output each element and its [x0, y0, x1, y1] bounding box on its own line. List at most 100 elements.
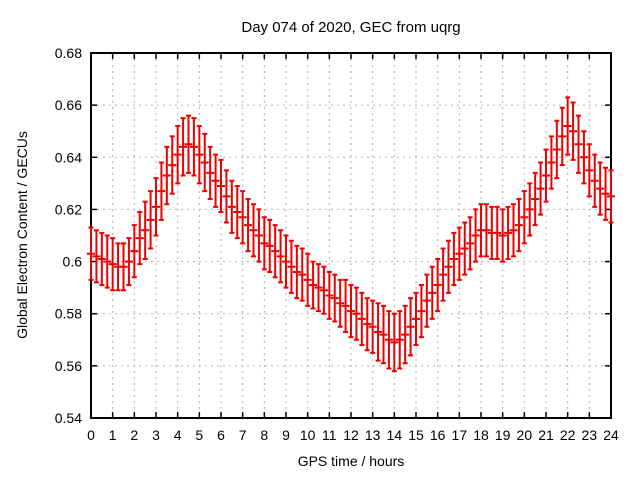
- error-bar: [124, 237, 133, 287]
- x-tick-label: 18: [473, 427, 489, 443]
- error-bar: [206, 145, 215, 200]
- error-bar: [514, 198, 523, 253]
- error-bar: [184, 114, 193, 174]
- error-bar: [238, 190, 247, 245]
- error-bar: [363, 297, 372, 352]
- error-bar: [244, 198, 253, 253]
- error-bar: [347, 284, 355, 339]
- error-bar: [152, 177, 160, 237]
- error-bar: [374, 302, 383, 362]
- error-bar: [531, 171, 540, 227]
- error-bar: [108, 237, 117, 292]
- error-bar: [341, 278, 350, 333]
- error-bar: [265, 218, 274, 273]
- error-bar: [130, 224, 139, 279]
- error-bar: [596, 161, 605, 216]
- error-bar: [487, 205, 496, 260]
- error-bar: [585, 143, 594, 198]
- error-bar: [119, 242, 128, 292]
- error-bar: [449, 231, 458, 287]
- error-bar: [292, 244, 301, 300]
- error-bar: [390, 312, 399, 373]
- y-tick-label: 0.54: [55, 410, 82, 426]
- error-bar: [146, 190, 155, 250]
- y-tick-label: 0.6: [63, 254, 83, 270]
- x-tick-label: 9: [282, 427, 290, 443]
- error-bar: [287, 239, 296, 294]
- error-bar: [552, 119, 561, 180]
- error-bar: [401, 304, 410, 365]
- error-bar: [542, 148, 550, 203]
- error-bar: [444, 239, 453, 294]
- error-bar: [157, 161, 166, 221]
- error-bar: [211, 153, 220, 208]
- y-tick-label: 0.62: [55, 201, 82, 217]
- x-tick-label: 10: [300, 427, 316, 443]
- error-bar: [141, 200, 150, 260]
- x-tick-label: 22: [560, 427, 576, 443]
- error-bar: [260, 216, 269, 271]
- x-tick-label: 15: [408, 427, 424, 443]
- error-bar: [547, 135, 556, 190]
- error-bar: [87, 226, 95, 281]
- y-tick-label: 0.58: [55, 306, 82, 322]
- x-tick-label: 8: [260, 427, 268, 443]
- x-tick-label: 6: [217, 427, 225, 443]
- error-bar: [504, 205, 513, 260]
- error-bar: [569, 101, 578, 161]
- error-bar: [271, 224, 280, 279]
- error-bar: [579, 130, 588, 185]
- x-tick-label: 16: [430, 427, 446, 443]
- error-bar: [195, 125, 204, 185]
- error-bar: [336, 278, 345, 328]
- error-bar: [590, 153, 599, 208]
- error-bar: [233, 184, 242, 240]
- error-bar: [422, 273, 431, 328]
- x-tick-label: 4: [174, 427, 182, 443]
- error-bar: [471, 208, 480, 263]
- error-bar: [254, 208, 263, 263]
- error-bar: [168, 135, 177, 195]
- error-bar: [520, 190, 529, 245]
- x-tick-label: 2: [130, 427, 138, 443]
- error-bar: [558, 106, 567, 167]
- error-bar: [493, 205, 502, 260]
- error-bar: [352, 286, 361, 341]
- error-bar: [607, 169, 615, 224]
- error-bar: [482, 203, 491, 258]
- error-bar: [189, 117, 198, 177]
- error-bar: [319, 265, 328, 315]
- error-bar: [92, 229, 101, 284]
- error-bar: [368, 299, 377, 354]
- chart-title: Day 074 of 2020, GEC from uqrg: [241, 19, 461, 36]
- x-tick-label: 14: [387, 427, 403, 443]
- error-bar: [574, 114, 583, 174]
- error-bar: [455, 226, 464, 281]
- x-axis-label: GPS time / hours: [297, 453, 405, 469]
- error-bar: [330, 273, 339, 323]
- y-tick-label: 0.68: [55, 45, 82, 61]
- y-tick-label: 0.66: [55, 97, 82, 113]
- y-tick-label: 0.56: [55, 358, 82, 374]
- error-bar: [384, 310, 393, 370]
- error-bar: [460, 221, 469, 276]
- x-tick-label: 19: [495, 427, 511, 443]
- x-tick-label: 1: [109, 427, 117, 443]
- error-bar: [114, 242, 123, 292]
- error-bar: [379, 304, 388, 365]
- error-bar: [433, 257, 442, 313]
- error-bar: [466, 216, 475, 271]
- x-tick-label: 17: [452, 427, 468, 443]
- x-tick-label: 23: [582, 427, 598, 443]
- x-tick-label: 7: [239, 427, 247, 443]
- error-bar: [217, 158, 225, 214]
- x-tick-label: 13: [365, 427, 381, 443]
- x-tick-label: 24: [603, 427, 619, 443]
- error-bar: [303, 252, 312, 307]
- x-tick-label: 21: [538, 427, 554, 443]
- error-bar: [395, 310, 404, 370]
- error-bar: [428, 265, 437, 320]
- error-bar: [439, 247, 448, 302]
- error-bar: [298, 247, 307, 302]
